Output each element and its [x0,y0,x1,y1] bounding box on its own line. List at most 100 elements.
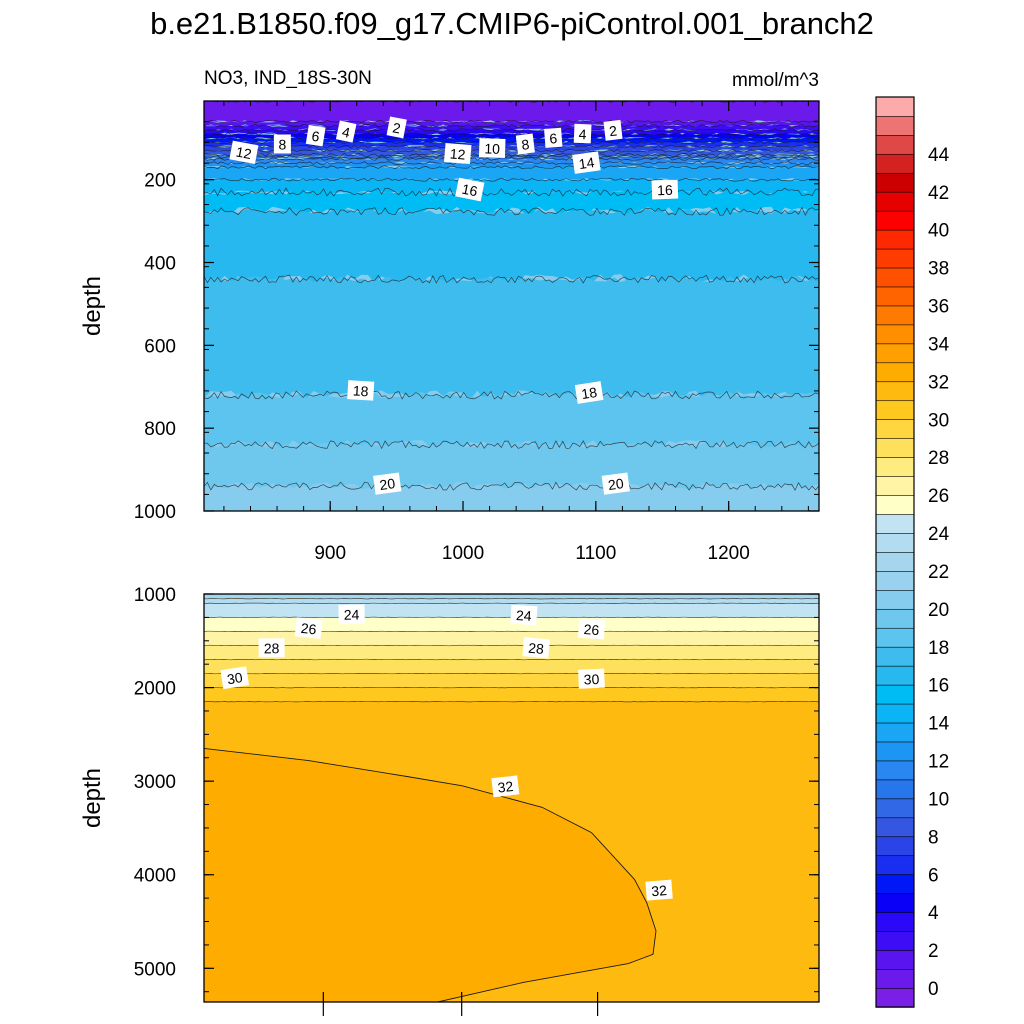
upper-band [204,208,819,284]
colorbar-swatch [875,267,915,288]
colorbar-swatch [875,172,915,193]
upper-ytick-label: 1000 [134,502,176,523]
colorbar-frame [875,96,915,1008]
upper-contour-line [204,155,819,159]
lower-band [204,631,819,646]
upper-contour-line [204,152,819,157]
contour-label-text: 14 [578,154,596,172]
contour-label-box [294,617,323,639]
upper-band [204,441,819,491]
upper-contour-label: 8 [273,134,291,154]
contour-label-text: 2 [391,119,402,136]
lower-contour-line [204,700,819,703]
contour-label-text: 18 [580,384,598,402]
contour-label-text: 2 [608,122,618,139]
colorbar-tick-label: 2 [928,941,939,962]
upper-band [204,166,819,182]
lower-contour-label: 30 [220,666,250,690]
contour-label-text: 32 [651,882,668,899]
lower-contour-label: 26 [294,617,323,639]
colorbar-swatch [875,381,915,402]
lower-band [204,645,819,660]
colorbar-swatch [875,779,915,800]
contour-label-text: 28 [264,640,280,656]
contour-label-text: 6 [549,130,558,147]
contour-label-box [572,151,601,174]
lower-ytick-label: 4000 [134,866,176,887]
colorbar-swatch [875,987,915,1008]
contour-label-box [443,142,472,165]
upper-contour-line [204,144,819,149]
lower-contour-line [204,644,819,647]
contour-label-box [258,638,285,658]
upper-ylabel: depth [79,276,106,336]
contour-label-text: 28 [528,640,545,657]
colorbar-swatch [875,343,915,364]
lower-contour-label: 32 [491,775,520,798]
colorbar-swatch [875,684,915,705]
lower-contour-line [204,686,819,689]
contour-label-text: 4 [341,123,352,140]
upper-contour-label: 18 [574,381,604,404]
upper-contour-label: 16 [651,179,679,200]
colorbar-swatch [875,741,915,762]
upper-contour-label: 12 [229,140,259,165]
colorbar-swatch [875,324,915,345]
upper-contour-label: 2 [386,116,407,139]
contour-label-text: 20 [379,475,397,493]
lower-region-32 [204,747,657,1002]
contour-label-box [220,666,250,690]
upper-contour-line [204,187,819,197]
colorbar-swatch [875,115,915,136]
upper-contour-label: 20 [373,472,402,495]
upper-band [204,392,819,450]
lower-contour-line [204,672,819,675]
colorbar-swatch [875,532,915,553]
upper-contour-line [204,132,819,136]
colorbar-tick-label: 38 [928,259,949,280]
colorbar-swatch [875,760,915,781]
colorbar-swatch [875,248,915,269]
upper-ytick-label: 400 [144,254,176,275]
colorbar-swatch [875,817,915,838]
upper-band [204,129,819,136]
contour-label-box [273,134,291,154]
colorbar-swatch [875,873,915,894]
upper-contour-line [204,148,819,153]
lower-band [204,598,819,604]
colorbar: 0246810121416182022242628303234363840424… [875,96,950,1008]
colorbar-swatch [875,930,915,951]
colorbar-tick-label: 28 [928,448,949,469]
colorbar-swatch [875,305,915,326]
contour-label-box [491,775,520,798]
contour-label-box [651,179,679,200]
upper-ytick-label: 600 [144,336,176,357]
colorbar-swatch [875,134,915,155]
contour-label-box [510,604,538,626]
colorbar-tick-label: 18 [928,638,949,659]
contour-label-box [455,177,485,202]
lower-band [204,687,819,702]
lower-contour-label: 24 [510,604,538,626]
colorbar-tick-label: 10 [928,789,949,810]
lower-ytick-label: 5000 [134,959,176,980]
colorbar-tick-label: 6 [928,865,939,886]
upper-contour-line [204,440,819,450]
colorbar-swatch [875,96,915,117]
lower-contour-label: 28 [258,638,285,658]
lower-plot-area: 24 24 26 26 28 28 30 30 32 32 [204,594,819,1002]
contour-label-text: 24 [516,607,533,624]
contour-label-text: 30 [226,669,244,687]
upper-band [204,158,819,165]
lower-band [204,673,819,688]
colorbar-swatch [875,608,915,629]
colorbar-tick-label: 42 [928,183,949,204]
lower-frame [203,593,820,1003]
colorbar-tick-label: 0 [928,979,939,1000]
contour-label-text: 32 [497,778,514,796]
upper-contour-label: 14 [572,151,601,174]
colorbar-swatch [875,722,915,743]
colorbar-swatch [875,798,915,819]
upper-contour-label: 18 [347,380,375,401]
colorbar-swatch [875,418,915,439]
